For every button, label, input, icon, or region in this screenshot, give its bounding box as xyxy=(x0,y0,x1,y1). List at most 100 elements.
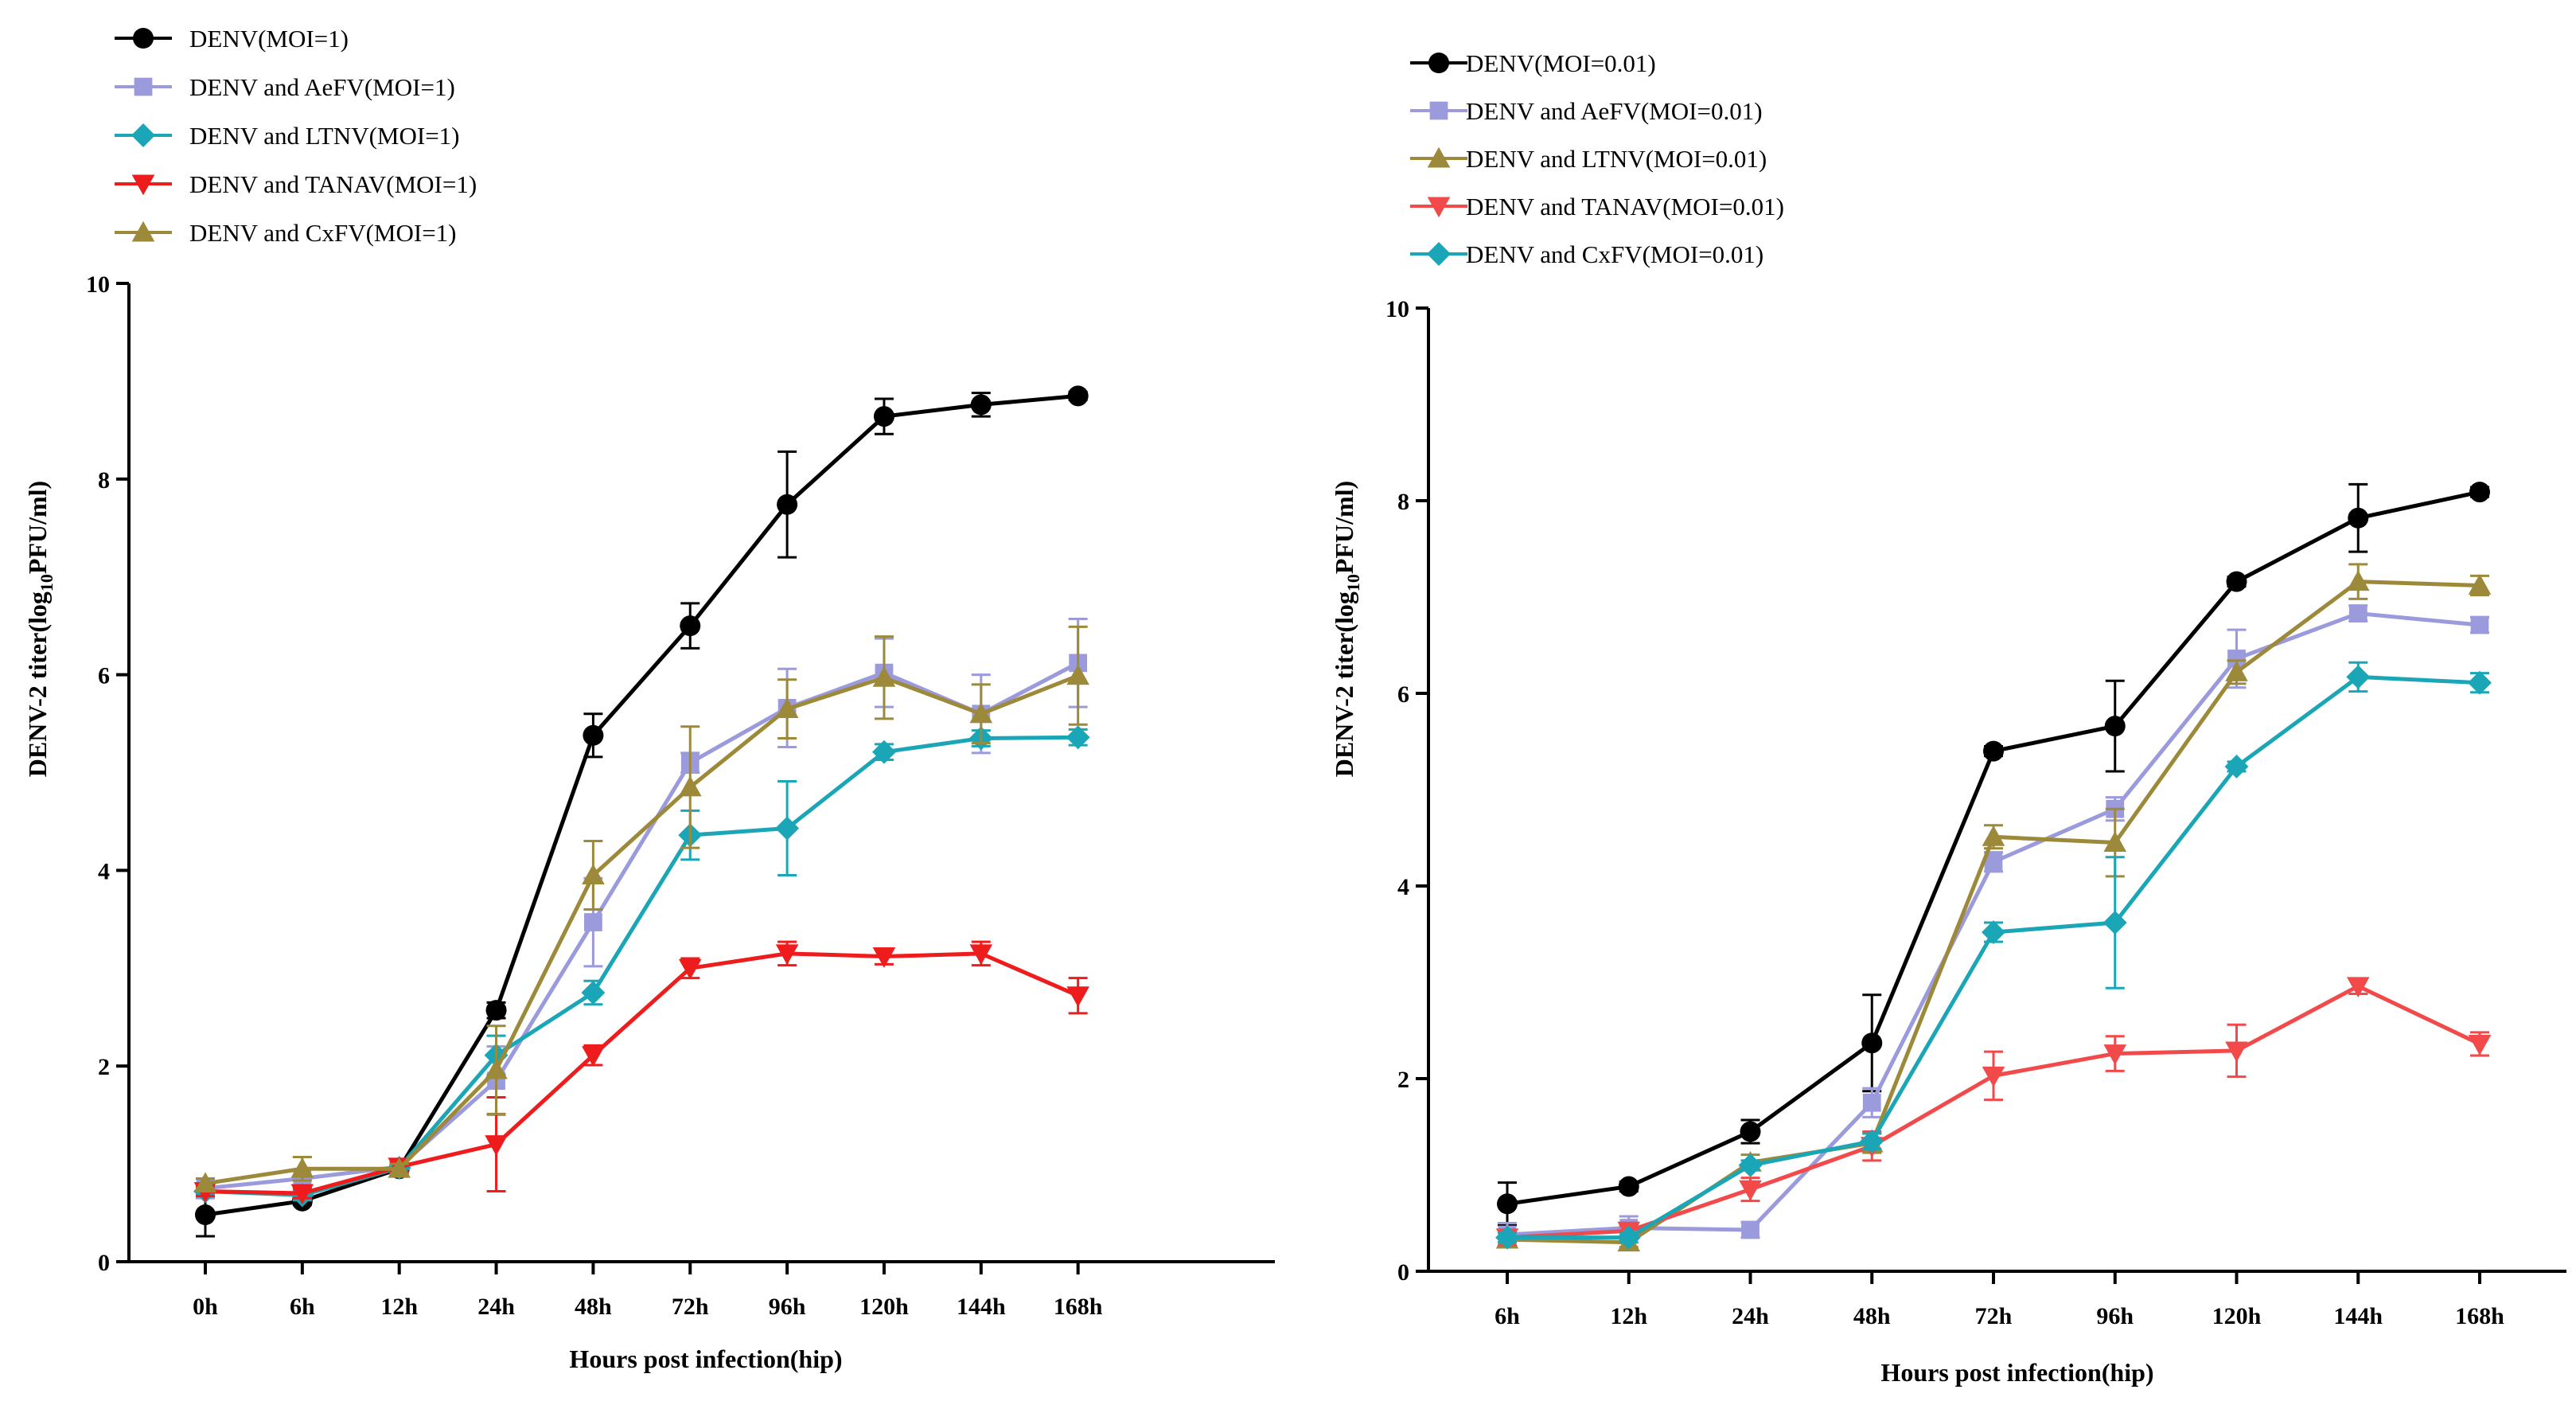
data-point xyxy=(2346,977,2370,998)
x-tick-label: 24h xyxy=(1732,1303,1769,1329)
legend-entry-denv-and-cxfv-moi-1: DENV and CxFV(MOI=1) xyxy=(115,219,457,247)
data-point xyxy=(1497,1193,1518,1215)
data-point xyxy=(2102,911,2127,935)
legend-entry-denv-and-tanav-moi-1: DENV and TANAV(MOI=1) xyxy=(115,170,477,198)
legend-label: DENV and AeFV(MOI=1) xyxy=(189,73,455,101)
x-tick-label: 120h xyxy=(2212,1303,2262,1329)
legend-label: DENV and TANAV(MOI=1) xyxy=(189,170,477,198)
data-point xyxy=(1982,1066,2005,1087)
legend-label: DENV and CxFV(MOI=0.01) xyxy=(1466,240,1763,268)
data-point xyxy=(775,944,799,966)
y-tick-label: 6 xyxy=(1397,681,1409,708)
data-point xyxy=(1066,664,1089,685)
data-point xyxy=(195,1204,216,1226)
legend-entry-denv-and-ltnv-moi-0-01: DENV and LTNV(MOI=0.01) xyxy=(1410,145,1767,173)
legend-marker xyxy=(1427,242,1451,266)
legend-entry-denv-moi-1: DENV(MOI=1) xyxy=(115,25,349,53)
data-point xyxy=(485,1135,508,1156)
legend-marker xyxy=(133,28,154,49)
series-line xyxy=(1506,984,2481,1240)
data-point xyxy=(583,724,604,746)
series-denv-and-tanav-moi-1 xyxy=(193,940,1089,1205)
y-tick-label: 4 xyxy=(1397,874,1409,900)
legend-entry-denv-and-aefv-moi-1: DENV and AeFV(MOI=1) xyxy=(115,73,455,101)
data-point xyxy=(2348,507,2369,529)
data-point xyxy=(2225,661,2248,681)
series-line xyxy=(205,673,1079,1186)
data-point xyxy=(1618,1176,1639,1197)
y-tick-label: 0 xyxy=(98,1250,110,1276)
x-axis-title-right: Hours post infection(hip) xyxy=(1880,1358,2153,1387)
legend-entry-denv-and-tanav-moi-0-01: DENV and TANAV(MOI=0.01) xyxy=(1410,193,1784,221)
data-point xyxy=(388,1157,411,1178)
data-point xyxy=(775,816,800,841)
data-point xyxy=(872,665,896,687)
data-point xyxy=(1067,385,1089,407)
data-point xyxy=(970,394,992,416)
x-tick-label: 6h xyxy=(290,1294,315,1320)
x-tick-label: 12h xyxy=(380,1294,418,1320)
data-point xyxy=(1984,853,2003,872)
x-tick-label: 72h xyxy=(1975,1303,2013,1329)
data-point xyxy=(1616,1225,1641,1250)
data-point xyxy=(2470,615,2489,634)
legend-entry-denv-and-aefv-moi-0-01: DENV and AeFV(MOI=0.01) xyxy=(1410,97,1763,125)
data-point xyxy=(680,615,701,637)
x-tick-label: 144h xyxy=(957,1294,1006,1320)
series-line xyxy=(205,735,1078,1197)
legend-marker xyxy=(131,123,155,147)
series-denv-and-cxfv-moi-0-01 xyxy=(1495,661,2492,1250)
x-tick-label: 168h xyxy=(2455,1303,2504,1329)
legend-entry-denv-and-cxfv-moi-0-01: DENV and CxFV(MOI=0.01) xyxy=(1410,240,1763,268)
data-point xyxy=(872,947,896,968)
data-point xyxy=(290,1184,314,1205)
data-point xyxy=(2224,755,2249,779)
legend-label: DENV(MOI=1) xyxy=(189,25,349,53)
data-point xyxy=(582,1046,605,1067)
series-line xyxy=(205,951,1079,1196)
data-point xyxy=(2468,574,2492,595)
data-point xyxy=(1495,1225,1519,1250)
legend-label: DENV and AeFV(MOI=0.01) xyxy=(1466,97,1763,125)
series-denv-moi-0-01 xyxy=(1497,482,2490,1227)
axes-left: 0 2 4 6 8 10 0h 6h 12h 24h 48h 72h 96h 120h 144h 168h xyxy=(86,271,1275,1320)
data-point xyxy=(1738,1153,1763,1177)
series-line xyxy=(1506,580,2481,1245)
x-tick-label: 168h xyxy=(1054,1294,1103,1320)
legend-label: DENV and TANAV(MOI=0.01) xyxy=(1466,193,1784,221)
series-line xyxy=(205,393,1078,1217)
x-tick-label: 12h xyxy=(1610,1303,1647,1329)
chart-right-moi-0-01: DENV(MOI=0.01) DENV and AeFV(MOI=0.01) DEN… xyxy=(1330,49,2566,1387)
data-point xyxy=(2226,571,2247,592)
x-tick-label: 72h xyxy=(672,1294,709,1320)
data-point xyxy=(1739,1180,1762,1201)
chart-left-moi-1: DENV(MOI=1) DENV and AeFV(MOI=1) DENV and … xyxy=(23,25,1275,1373)
legend-entry-denv-and-ltnv-moi-1: DENV and LTNV(MOI=1) xyxy=(115,122,460,150)
x-tick-label: 6h xyxy=(1495,1303,1520,1329)
legend-right: DENV(MOI=0.01) DENV and AeFV(MOI=0.01) DEN… xyxy=(1410,49,1784,268)
y-tick-label: 6 xyxy=(98,663,110,689)
data-point xyxy=(2469,482,2490,503)
data-point xyxy=(2103,831,2127,852)
data-point xyxy=(485,1000,507,1021)
data-point xyxy=(2346,570,2370,591)
data-point xyxy=(873,406,894,427)
data-point xyxy=(485,1058,508,1079)
data-point xyxy=(678,958,702,980)
data-point xyxy=(1982,920,2005,945)
series-line xyxy=(205,661,1079,1191)
series-denv-and-cxfv-moi-1 xyxy=(193,625,1089,1193)
y-tick-label: 8 xyxy=(1397,489,1409,515)
legend-marker xyxy=(134,77,153,96)
series-denv-and-tanav-moi-0-01 xyxy=(1495,977,2492,1249)
x-tick-label: 24h xyxy=(477,1294,515,1320)
x-tick-label: 144h xyxy=(2333,1303,2383,1329)
y-axis-title-right: DENV-2 titer(log10PFU/ml) xyxy=(1330,481,1363,777)
x-axis-title-left: Hours post infection(hip) xyxy=(569,1345,842,1373)
data-point xyxy=(2225,1041,2248,1063)
data-point xyxy=(678,775,702,797)
data-point xyxy=(1983,740,2004,762)
data-point xyxy=(2468,670,2492,695)
legend-marker xyxy=(1427,197,1451,218)
legend-left: DENV(MOI=1) DENV and AeFV(MOI=1) DENV and … xyxy=(115,25,477,247)
